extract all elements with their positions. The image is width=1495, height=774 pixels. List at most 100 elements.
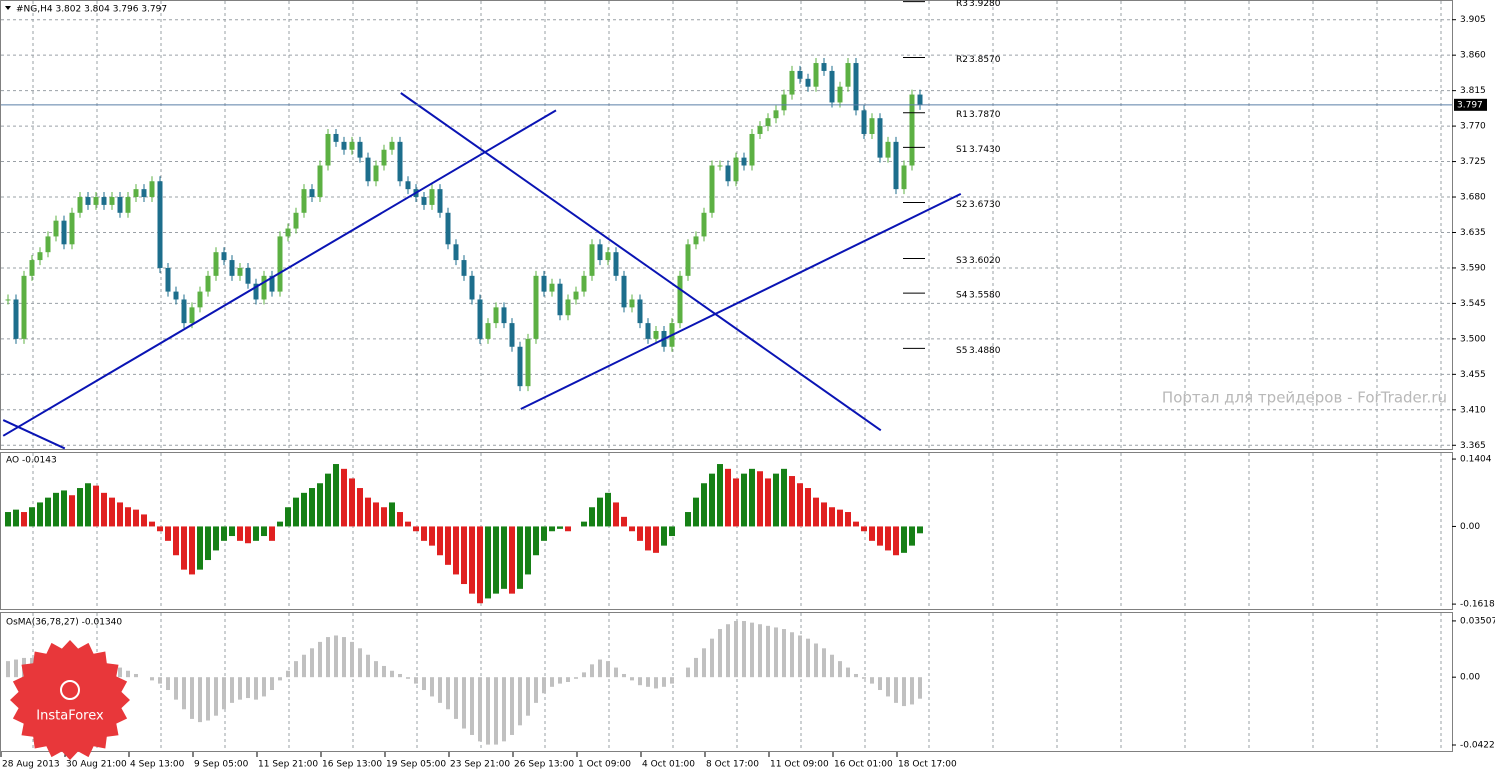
ao-bar bbox=[885, 526, 891, 551]
osma-bar bbox=[206, 677, 210, 721]
ao-bar bbox=[365, 497, 371, 527]
ao-bar bbox=[701, 483, 707, 527]
candle bbox=[565, 299, 571, 316]
osma-bar bbox=[638, 677, 642, 686]
osma-bar bbox=[462, 677, 466, 729]
osma-bar bbox=[830, 654, 834, 678]
pivot-name: S2 bbox=[956, 200, 967, 210]
osma-bar bbox=[526, 677, 530, 716]
candle bbox=[821, 63, 827, 71]
ao-bar bbox=[557, 526, 563, 529]
candle bbox=[797, 70, 803, 79]
ao-bar bbox=[861, 526, 867, 532]
ao-bar bbox=[389, 502, 395, 527]
ao-bar bbox=[85, 483, 91, 527]
candle bbox=[493, 307, 499, 324]
ao-bar bbox=[597, 497, 603, 527]
ao-bar bbox=[245, 526, 251, 544]
ao-bar bbox=[797, 483, 803, 527]
ao-bar bbox=[749, 468, 755, 527]
osma-bar bbox=[654, 677, 658, 689]
ao-bar bbox=[725, 468, 731, 527]
y-tick-label: 0.1404 bbox=[1460, 455, 1492, 465]
candle bbox=[709, 165, 715, 213]
ao-bar bbox=[133, 509, 139, 527]
candle bbox=[45, 236, 51, 253]
pivot-name: R1 bbox=[956, 110, 968, 120]
ao-bar bbox=[525, 526, 531, 575]
osma-bar bbox=[294, 661, 298, 678]
osma-bar bbox=[198, 677, 202, 723]
osma-bar bbox=[398, 673, 402, 678]
ao-bar bbox=[637, 526, 643, 541]
x-tick-label: 30 Aug 21:00 bbox=[66, 760, 127, 770]
osma-bar bbox=[542, 677, 546, 694]
candle bbox=[85, 197, 91, 205]
osma-bar bbox=[854, 673, 858, 678]
ao-bar bbox=[813, 497, 819, 527]
candle bbox=[245, 267, 251, 284]
candle bbox=[461, 260, 467, 276]
trendline bbox=[2, 109, 557, 437]
osma-bar bbox=[590, 664, 594, 678]
candle bbox=[357, 141, 363, 158]
ao-bar bbox=[661, 526, 667, 546]
candle bbox=[581, 275, 587, 292]
osma-bar bbox=[718, 629, 722, 678]
candle bbox=[717, 165, 723, 167]
candle bbox=[453, 244, 459, 261]
candle bbox=[605, 252, 611, 261]
osma-bar bbox=[558, 677, 562, 684]
candle bbox=[837, 86, 843, 103]
ao-bar bbox=[5, 512, 11, 527]
osma-bar bbox=[614, 667, 618, 678]
candle bbox=[21, 275, 27, 339]
candle bbox=[301, 189, 307, 213]
osma-bar bbox=[686, 667, 690, 678]
menu-arrow[interactable] bbox=[5, 6, 11, 10]
pivot-name: S3 bbox=[956, 256, 967, 266]
ao-bar bbox=[893, 526, 899, 556]
osma-bar bbox=[14, 659, 18, 678]
osma-bar bbox=[782, 629, 786, 678]
osma-bar bbox=[126, 670, 130, 678]
osma-bar bbox=[566, 677, 570, 682]
logo-text: InstaForex bbox=[36, 709, 104, 724]
y-tick-label: 3.590 bbox=[1460, 263, 1486, 273]
candle bbox=[437, 189, 443, 213]
ao-bar bbox=[781, 468, 787, 527]
ao-bar bbox=[437, 526, 443, 556]
osma-bar bbox=[750, 622, 754, 678]
osma-bar bbox=[494, 677, 498, 745]
candle bbox=[93, 197, 99, 205]
candle bbox=[197, 291, 203, 308]
candle bbox=[397, 141, 403, 182]
pivot-name: S4 bbox=[956, 291, 968, 301]
pivot-name: S1 bbox=[956, 145, 967, 155]
ao-bar bbox=[605, 492, 611, 527]
ao-bar bbox=[141, 514, 147, 527]
pivot-value: 3.6020 bbox=[969, 256, 1001, 266]
candle bbox=[333, 133, 339, 142]
ao-bar bbox=[485, 526, 491, 599]
candle bbox=[37, 252, 43, 261]
candle bbox=[805, 78, 811, 87]
x-tick-label: 9 Sep 05:00 bbox=[194, 760, 249, 770]
osma-bar bbox=[302, 654, 306, 678]
x-tick-label: 11 Sep 21:00 bbox=[258, 760, 318, 770]
osma-bar bbox=[822, 648, 826, 678]
osma-bar bbox=[238, 677, 242, 700]
ao-bar bbox=[501, 526, 507, 589]
candle bbox=[53, 220, 59, 237]
pivot-name: R2 bbox=[956, 55, 968, 65]
osma-bar bbox=[726, 624, 730, 678]
osma-bar bbox=[254, 677, 258, 700]
ao-bar bbox=[765, 478, 771, 527]
y-tick-label: 3.455 bbox=[1460, 370, 1486, 380]
osma-bar bbox=[430, 677, 434, 697]
candle bbox=[613, 252, 619, 276]
x-tick-label: 18 Oct 17:00 bbox=[898, 760, 957, 770]
candle bbox=[765, 118, 771, 127]
candle bbox=[861, 110, 867, 134]
ao-bar bbox=[149, 521, 155, 527]
